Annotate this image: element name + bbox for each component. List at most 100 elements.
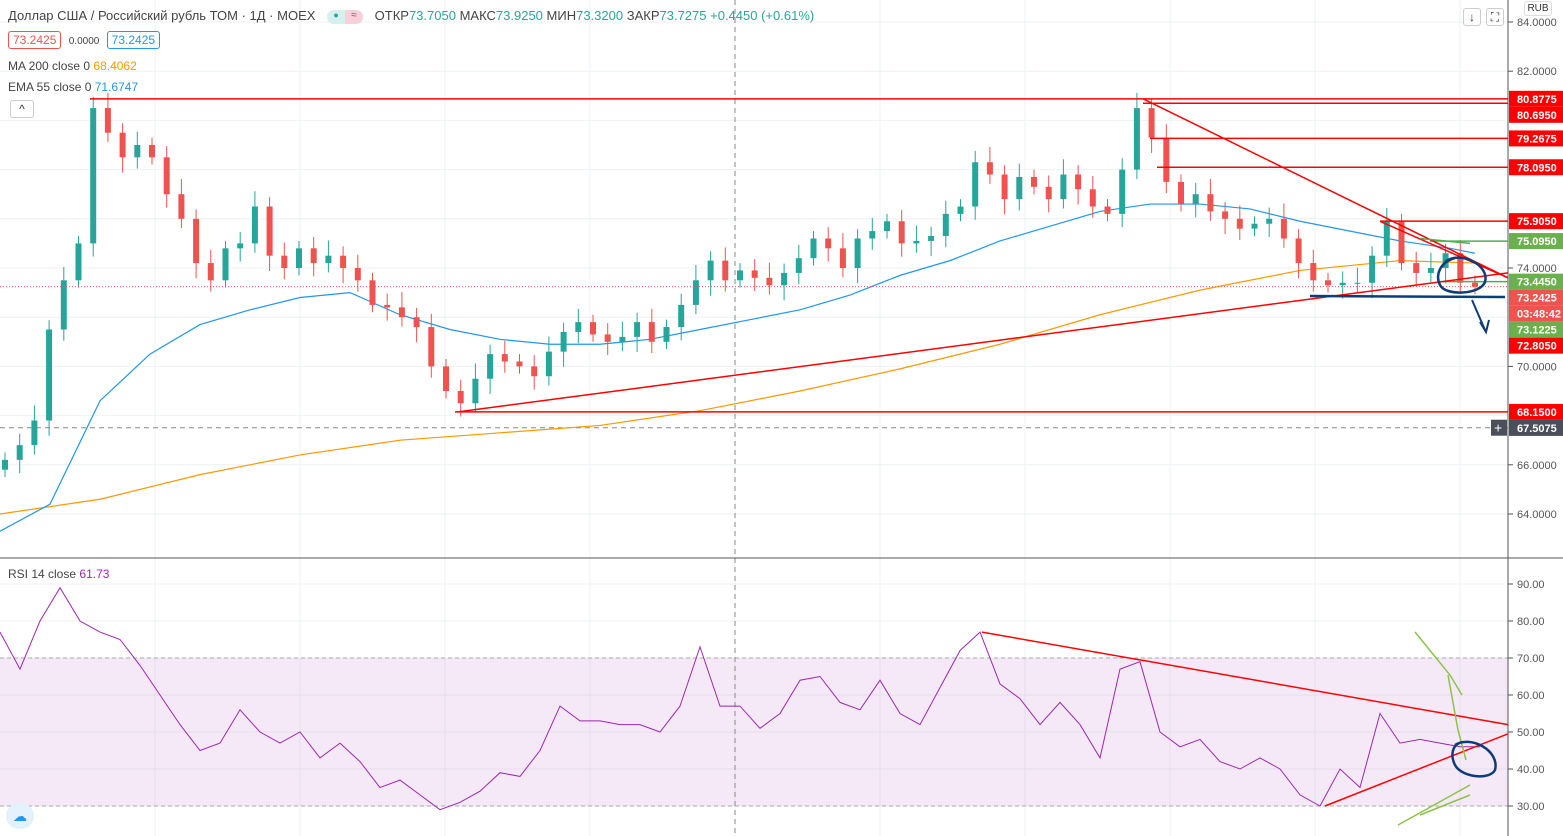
rsi-trendline-up xyxy=(1324,733,1509,807)
candle-body xyxy=(986,162,993,175)
candle-body xyxy=(1163,137,1170,182)
price-label-bg xyxy=(1509,403,1563,420)
candle-body xyxy=(398,307,405,318)
candle-body xyxy=(178,194,185,219)
candle-body xyxy=(898,221,905,244)
candle-body xyxy=(1354,282,1361,284)
candle-body xyxy=(1413,263,1420,273)
trendline-short xyxy=(1379,220,1509,279)
candle-body xyxy=(1045,186,1052,200)
rsi-tick-label: 50.00 xyxy=(1517,727,1545,739)
candle-body xyxy=(310,248,317,264)
candle-body xyxy=(913,240,920,244)
candle-body xyxy=(795,258,802,273)
candle-body xyxy=(545,351,552,377)
candle-body xyxy=(928,236,935,241)
candle-body xyxy=(487,354,494,379)
candle-body xyxy=(1119,169,1126,214)
rsi-value: 61.73 xyxy=(79,567,110,581)
price-label-bg xyxy=(1509,106,1563,123)
candle-body xyxy=(90,108,97,244)
candle-body xyxy=(1295,238,1302,264)
chart-header: Доллар США / Российский рубль ТОМ · 1Д ·… xyxy=(8,8,814,24)
tradingview-logo-icon[interactable]: ☁ xyxy=(6,803,34,829)
candle-body xyxy=(1192,194,1199,205)
sell-button[interactable]: 73.2425 xyxy=(8,31,62,49)
close-value: 73.7275 xyxy=(659,8,707,23)
candle-body xyxy=(281,255,288,268)
candle-body xyxy=(104,108,111,133)
price-label: 73.4450 xyxy=(1517,277,1557,289)
price-label: 78.0950 xyxy=(1517,162,1557,174)
price-tick-label: 64.0000 xyxy=(1517,509,1557,521)
ma-legend[interactable]: MA 200 close 0 68.4062 xyxy=(8,59,137,73)
candle-body xyxy=(884,221,890,232)
high-label: МАКС xyxy=(459,8,496,23)
price-label-bg xyxy=(1509,159,1563,176)
candle-body xyxy=(413,317,420,328)
ema-label: EMA 55 close 0 xyxy=(8,80,92,94)
candle-body xyxy=(1266,218,1273,224)
candle-body xyxy=(1280,218,1287,239)
candle-body xyxy=(692,280,699,305)
candle-body xyxy=(325,255,332,264)
ma-label: MA 200 close 0 xyxy=(8,59,91,73)
high-value: 73.9250 xyxy=(495,8,543,23)
candle-body xyxy=(634,322,641,337)
price-label: 68.1500 xyxy=(1517,407,1557,419)
download-icon[interactable]: ↓ xyxy=(1463,8,1481,26)
green-trendline xyxy=(1419,237,1471,245)
open-value: 73.7050 xyxy=(408,8,456,23)
quote-row: 73.2425 0.0000 73.2425 xyxy=(8,31,161,49)
ema-value: 71.6747 xyxy=(94,80,139,94)
rsi-tick-label: 60.00 xyxy=(1517,690,1545,702)
candle-body xyxy=(1339,282,1346,286)
collapse-legend-button[interactable]: ^ xyxy=(10,100,34,118)
candle-body xyxy=(1133,108,1140,170)
price-label-bg xyxy=(1509,213,1563,230)
candle-body xyxy=(737,270,743,281)
candle-body xyxy=(457,391,464,404)
rsi-label: RSI 14 close xyxy=(8,567,77,581)
candle-body xyxy=(296,248,302,268)
price-label: 79.2675 xyxy=(1517,133,1557,145)
candle-body xyxy=(251,206,258,244)
fullscreen-icon[interactable]: ⛶ xyxy=(1486,8,1504,26)
buy-button[interactable]: 73.2425 xyxy=(106,31,161,49)
candle-body xyxy=(1001,174,1008,200)
candle-body xyxy=(1075,174,1082,190)
price-label: 75.0950 xyxy=(1517,236,1557,248)
candle-body xyxy=(149,145,155,158)
close-label: ЗАКР xyxy=(626,8,660,23)
candle-body xyxy=(1104,206,1111,214)
candle-body xyxy=(163,157,170,195)
rsi-legend[interactable]: RSI 14 close 61.73 xyxy=(8,567,109,581)
candle-body xyxy=(1325,280,1331,286)
rsi-tick-label: 30.00 xyxy=(1517,801,1545,813)
rsi-green-line xyxy=(1414,631,1463,696)
candle-body xyxy=(75,243,82,281)
price-label-bg xyxy=(1509,321,1563,338)
candle-body xyxy=(590,322,596,335)
price-label-bg xyxy=(1509,273,1563,290)
candle-body xyxy=(648,322,655,342)
candle-body xyxy=(1427,268,1434,273)
price-tick-label: 84.0000 xyxy=(1517,17,1557,29)
currency-button[interactable]: RUB xyxy=(1524,1,1552,16)
candle-body xyxy=(854,238,861,268)
candle-body xyxy=(957,206,964,214)
candle-body xyxy=(972,162,979,207)
candle-body xyxy=(501,354,508,362)
candle-body xyxy=(384,304,391,308)
open-label: ОТКР xyxy=(374,8,409,23)
spread: 0.0000 xyxy=(68,36,100,47)
price-label: 75.9050 xyxy=(1517,216,1557,228)
candle-body xyxy=(722,260,729,281)
hand-line-drawing xyxy=(1309,294,1506,299)
symbol-title[interactable]: Доллар США / Российский рубль ТОМ · 1Д ·… xyxy=(8,8,316,23)
candle-body xyxy=(119,132,126,158)
price-label-bg xyxy=(1509,130,1563,147)
price-label: 80.6950 xyxy=(1517,110,1557,122)
ema-legend[interactable]: EMA 55 close 0 71.6747 xyxy=(8,80,138,94)
